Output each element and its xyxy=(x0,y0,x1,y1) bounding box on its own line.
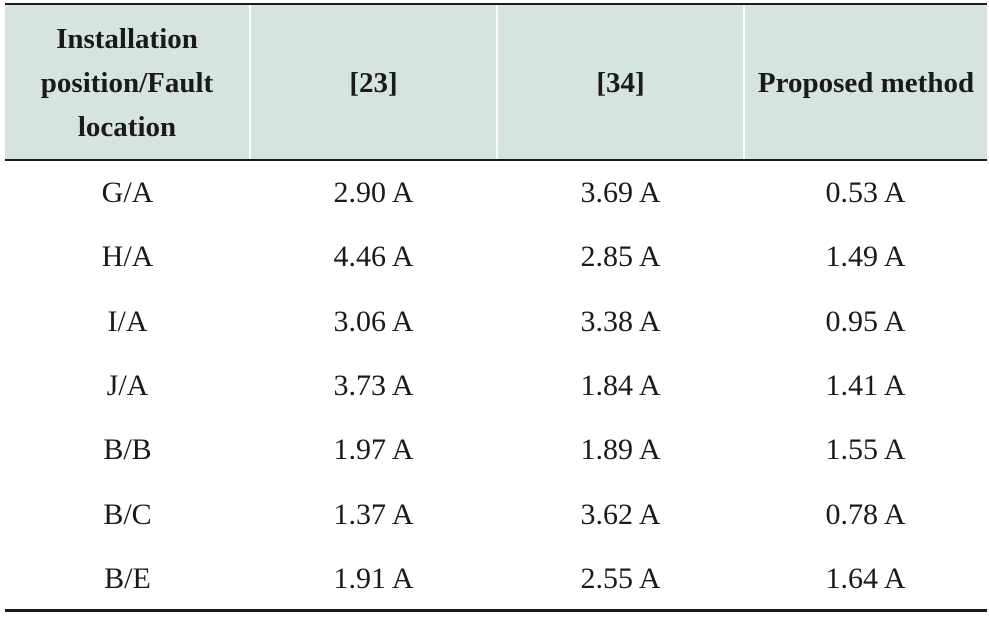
table-row: B/B 1.97 A 1.89 A 1.55 A xyxy=(5,418,987,482)
cell-ref-34: 3.38 A xyxy=(580,304,661,338)
cell-location: I/A xyxy=(107,304,148,338)
cell-location: H/A xyxy=(101,240,154,274)
cell-ref-34: 2.55 A xyxy=(580,561,661,595)
table-body: G/A 2.90 A 3.69 A 0.53 A H/A 4.46 A 2.85… xyxy=(5,161,987,611)
table-bottom-rule xyxy=(5,609,987,612)
cell-proposed: 1.55 A xyxy=(825,433,906,467)
cell-ref-23: 1.97 A xyxy=(333,433,414,467)
table-row: J/A 3.73 A 1.84 A 1.41 A xyxy=(5,354,987,418)
cell-proposed: 0.95 A xyxy=(825,304,906,338)
cell-proposed: 0.78 A xyxy=(825,497,906,531)
cell-proposed: 1.49 A xyxy=(825,240,906,274)
table-row: G/A 2.90 A 3.69 A 0.53 A xyxy=(5,161,987,225)
cell-proposed: 1.41 A xyxy=(825,369,906,403)
table-top-rule xyxy=(5,3,987,6)
cell-ref-23: 1.37 A xyxy=(333,497,414,531)
cell-location: B/C xyxy=(103,497,152,531)
table-row: H/A 4.46 A 2.85 A 1.49 A xyxy=(5,225,987,289)
cell-ref-23: 3.73 A xyxy=(333,369,414,403)
table-row: B/E 1.91 A 2.55 A 1.64 A xyxy=(5,547,987,611)
header-row: Installation position/Fault location [23… xyxy=(5,5,987,161)
header-installation-position: Installation position/Fault location xyxy=(40,23,214,143)
cell-ref-34: 3.69 A xyxy=(580,176,661,210)
cell-ref-23: 4.46 A xyxy=(333,240,414,274)
cell-ref-23: 3.06 A xyxy=(333,304,414,338)
cell-proposed: 0.53 A xyxy=(825,176,906,210)
table-header: Installation position/Fault location [23… xyxy=(5,5,987,161)
cell-ref-23: 1.91 A xyxy=(333,561,414,595)
comparison-table-container: Installation position/Fault location [23… xyxy=(5,5,987,611)
table-row: I/A 3.06 A 3.38 A 0.95 A xyxy=(5,290,987,354)
cell-ref-23: 2.90 A xyxy=(333,176,414,210)
cell-proposed: 1.64 A xyxy=(825,561,906,595)
cell-ref-34: 1.89 A xyxy=(580,433,661,467)
cell-ref-34: 1.84 A xyxy=(580,369,661,403)
header-ref-34: [34] xyxy=(496,5,744,161)
comparison-table: Installation position/Fault location [23… xyxy=(5,5,987,611)
cell-ref-34: 3.62 A xyxy=(580,497,661,531)
header-ref-23: [23] xyxy=(249,5,497,161)
table-header-rule xyxy=(5,159,987,161)
header-proposed-method: Proposed method xyxy=(743,5,987,161)
cell-ref-34: 2.85 A xyxy=(580,240,661,274)
cell-location: G/A xyxy=(101,176,154,210)
table-row: B/C 1.37 A 3.62 A 0.78 A xyxy=(5,482,987,546)
cell-location: J/A xyxy=(106,369,149,403)
cell-location: B/E xyxy=(104,561,151,595)
cell-location: B/B xyxy=(103,433,152,467)
